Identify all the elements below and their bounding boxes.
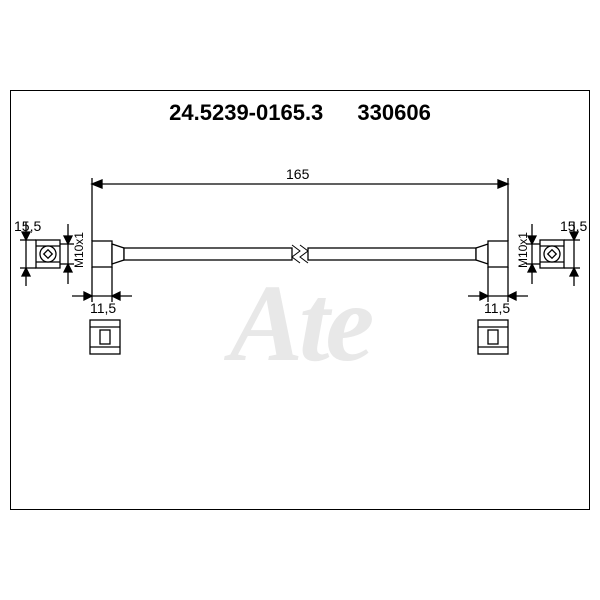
right-fitting-front [540,240,564,268]
dim-left-collar [72,267,132,302]
right-fitting-side [478,320,508,354]
label-right-width: 15,5 [560,218,587,234]
dim-total-length [92,178,508,241]
dim-right-collar [468,267,528,302]
hose-body [92,241,508,267]
label-right-collar: 11,5 [484,300,510,316]
label-left-width: 15,5 [14,218,41,234]
label-length: 165 [286,166,309,182]
left-fitting-front [36,240,60,268]
left-fitting-side [90,320,120,354]
label-thread-left: M10x1 [72,232,86,268]
label-thread-right: M10x1 [516,232,530,268]
label-left-collar: 11,5 [90,300,116,316]
